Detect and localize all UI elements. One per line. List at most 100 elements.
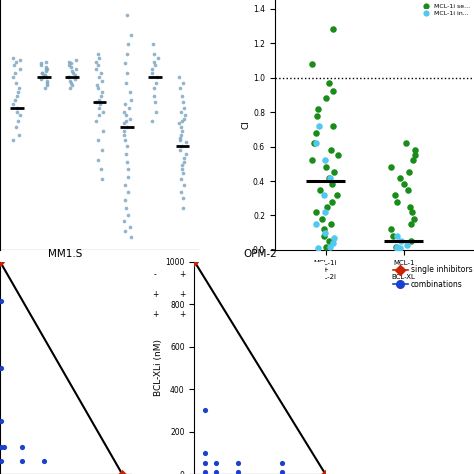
Point [93, 81, 100, 88]
Point [405, 169, 413, 176]
Point [95, 104, 103, 111]
Point [97, 165, 104, 173]
Point [148, 65, 155, 73]
Point [397, 174, 404, 182]
Point [175, 73, 183, 81]
Point [92, 98, 100, 106]
Point [393, 246, 401, 253]
Text: +: + [152, 310, 158, 319]
Point [313, 112, 321, 119]
Point [125, 165, 132, 173]
Point [328, 239, 336, 247]
Point [123, 50, 130, 58]
Point [97, 69, 104, 77]
Point [393, 232, 401, 240]
Point [177, 175, 184, 182]
Point [325, 174, 333, 182]
Text: +: + [41, 291, 47, 300]
Point [126, 223, 134, 231]
Point [148, 69, 156, 77]
Point [329, 122, 337, 129]
Point [320, 226, 328, 233]
Point [312, 220, 320, 228]
Title: MM1.S: MM1.S [48, 249, 82, 259]
Point [278, 460, 285, 467]
Point [39, 73, 47, 81]
Point [123, 69, 131, 77]
Point [201, 460, 209, 467]
Point [150, 92, 158, 100]
Point [401, 181, 408, 188]
Point [212, 468, 220, 474]
Point [121, 227, 128, 235]
Point [411, 146, 419, 154]
Point [16, 56, 24, 64]
Point [212, 460, 220, 467]
Point [67, 60, 74, 67]
Point [393, 198, 401, 206]
Point [179, 194, 186, 202]
Point [409, 156, 416, 164]
Point [68, 81, 75, 88]
Point [180, 154, 188, 162]
Point [312, 139, 320, 147]
Text: +: + [179, 291, 186, 300]
Point [181, 158, 188, 165]
Point [176, 85, 184, 92]
Text: -: - [126, 291, 128, 300]
Point [151, 58, 158, 65]
Point [327, 220, 334, 228]
Point [37, 60, 45, 67]
Point [17, 111, 24, 119]
Point [126, 104, 133, 111]
Point [126, 89, 133, 96]
Text: -: - [43, 310, 46, 319]
Point [126, 116, 134, 123]
Point [176, 137, 184, 144]
Point [92, 118, 100, 125]
Text: +: + [179, 271, 186, 280]
Point [314, 105, 322, 112]
Point [41, 71, 48, 79]
Point [178, 92, 185, 100]
Point [151, 62, 159, 69]
Point [9, 54, 17, 62]
Point [201, 407, 209, 414]
Point [15, 131, 23, 138]
Point [180, 204, 187, 211]
Point [98, 92, 105, 100]
Point [121, 181, 129, 188]
Point [41, 85, 49, 92]
Point [39, 69, 46, 77]
Point [406, 203, 414, 210]
Point [178, 127, 186, 135]
Point [40, 457, 47, 465]
Point [92, 65, 100, 73]
Point [176, 135, 184, 142]
Point [407, 237, 415, 245]
Point [150, 85, 158, 92]
Point [43, 77, 51, 84]
Point [322, 243, 330, 250]
Point [408, 220, 415, 228]
Point [9, 137, 17, 144]
Point [177, 123, 185, 131]
Point [42, 73, 50, 81]
Point [12, 79, 19, 86]
Point [124, 189, 131, 196]
Point [11, 96, 18, 104]
Point [201, 468, 209, 474]
Point [99, 89, 106, 96]
Text: +: + [96, 271, 103, 280]
Point [125, 40, 132, 48]
Point [327, 146, 335, 154]
Point [120, 119, 128, 127]
Point [64, 73, 72, 81]
Point [13, 108, 21, 115]
Point [123, 11, 130, 19]
Point [308, 156, 316, 164]
Point [72, 71, 79, 79]
Point [410, 215, 417, 223]
Point [66, 77, 74, 84]
Point [150, 50, 158, 58]
